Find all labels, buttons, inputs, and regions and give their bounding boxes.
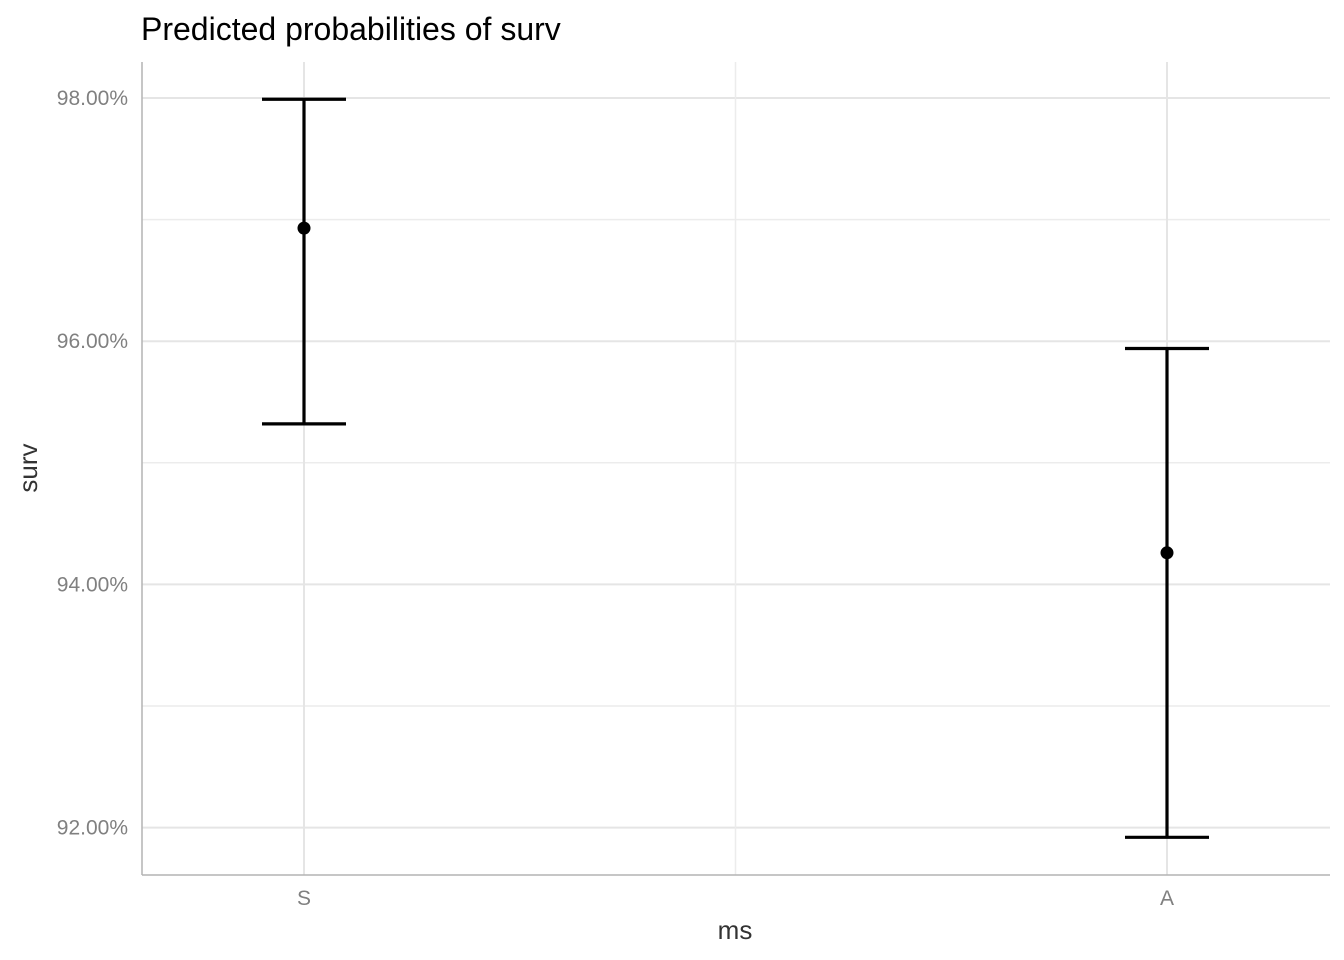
chart-title: Predicted probabilities of surv xyxy=(141,11,561,47)
y-axis-title: surv xyxy=(13,443,43,492)
grid xyxy=(142,62,1330,875)
y-tick-label: 96.00% xyxy=(57,330,128,353)
data-point xyxy=(297,221,311,235)
x-tick-label: S xyxy=(297,887,311,910)
y-tick-label: 92.00% xyxy=(57,817,128,840)
error-bar-group xyxy=(1125,346,1209,839)
y-tick-label: 98.00% xyxy=(57,87,128,110)
data-point xyxy=(1160,546,1174,560)
data-marks xyxy=(262,97,1209,839)
x-tick-label: A xyxy=(1160,887,1174,910)
tick-labels: 92.00% 94.00% 96.00% 98.00% S A xyxy=(57,87,1174,910)
y-tick-label: 94.00% xyxy=(57,573,128,596)
axes xyxy=(141,62,1330,876)
error-bar-group xyxy=(262,97,346,426)
x-axis-title: ms xyxy=(718,915,753,945)
